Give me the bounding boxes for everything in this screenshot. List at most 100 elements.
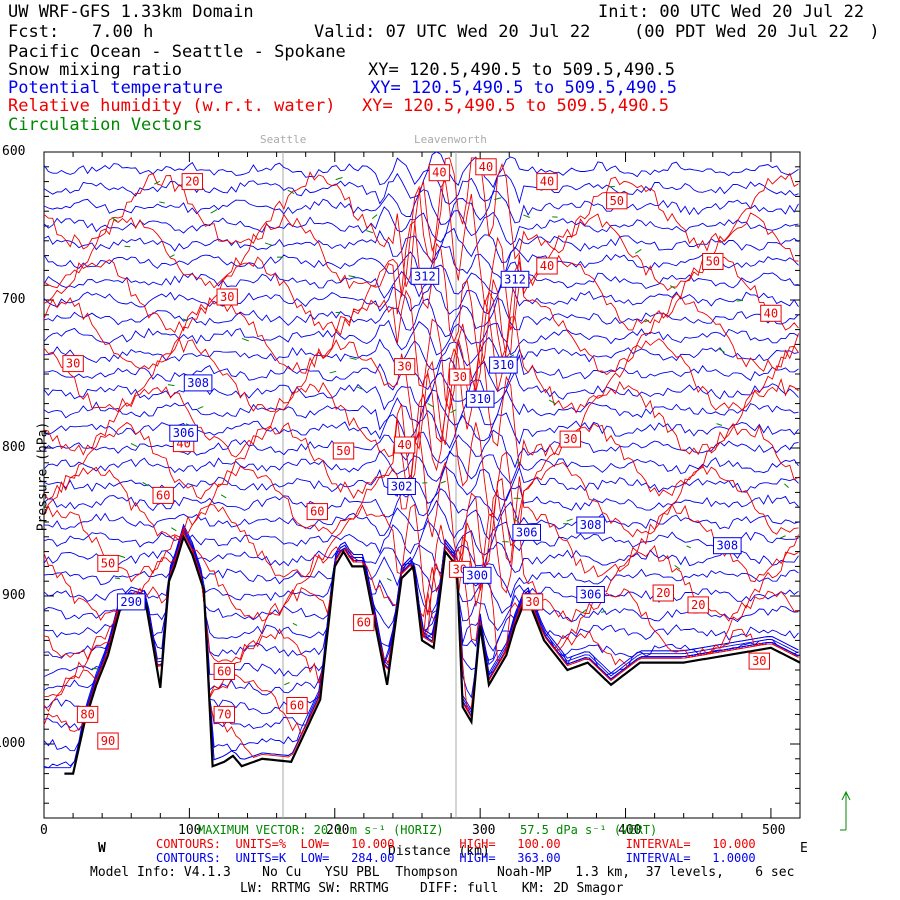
circulation-vector <box>349 357 357 360</box>
place-leavenworth: Leavenworth <box>414 133 487 146</box>
y-tick-800: 800 <box>2 440 26 455</box>
theta-contour <box>44 499 799 541</box>
rh-contour-label-box <box>97 554 119 572</box>
model-info-physics: LW: RRTMG SW: RRTMG DIFF: full KM: 2D Sm… <box>240 881 624 896</box>
x-axis-label: Distance (km) <box>388 844 490 859</box>
rh-contour-label-box <box>76 705 99 723</box>
theta-contour <box>43 227 799 264</box>
theta-contour-label-box <box>500 270 530 288</box>
rh-contour-label-box <box>536 257 558 275</box>
rh-contour-label: 30 <box>525 595 539 609</box>
circulation-vector <box>114 577 121 580</box>
circulation-vector <box>523 214 531 218</box>
theta-contour-label: 312 <box>504 272 526 286</box>
rh-contour-label-box <box>760 304 782 322</box>
circulation-vector <box>440 480 446 484</box>
y-tick-600: 600 <box>2 144 26 159</box>
circulation-vector <box>674 564 681 570</box>
theta-contour-label: 300 <box>466 568 488 582</box>
circulation-vector <box>784 483 789 488</box>
west-label: W <box>98 841 106 856</box>
rh-contour-label: 40 <box>764 306 778 320</box>
terrain-line <box>64 533 801 775</box>
field-theta-xy: XY= 120.5,490.5 to 509.5,490.5 <box>370 78 678 98</box>
circulation-vector <box>159 201 165 204</box>
rh-contour-label: 40 <box>479 160 493 174</box>
rh-contour-label: 40 <box>432 166 446 180</box>
rh-contour-label-box <box>428 164 451 182</box>
circulation-vector <box>210 209 218 214</box>
theta-contour <box>43 388 799 431</box>
max-vector-horiz: MAXIMUM VECTOR: 20.1 m s⁻¹ (HORIZ) <box>198 823 444 837</box>
rh-contour-label-box <box>702 253 724 270</box>
rh-contour-label: 50 <box>610 194 624 208</box>
rh-contour <box>43 299 799 450</box>
y-tick-700: 700 <box>2 292 26 307</box>
rh-contour-label: 30 <box>752 654 766 668</box>
rh-contour <box>43 220 799 368</box>
theta-contour-label: 310 <box>493 358 515 372</box>
y-tick-900: 900 <box>2 588 26 603</box>
circulation-vector <box>171 527 177 532</box>
east-label: E <box>800 841 808 856</box>
circulation-vector <box>581 609 587 614</box>
theta-contour <box>43 523 799 752</box>
field-rh-label: Relative humidity (w.r.t. water) <box>8 96 336 116</box>
theta-contour-label-box <box>576 516 605 534</box>
y-axis-label: Pressure (hPa) <box>35 421 51 532</box>
circulation-vector <box>348 275 356 278</box>
circulation-vector <box>220 494 227 499</box>
rh-contour-label-box <box>559 430 581 448</box>
rh-contour-label: 30 <box>453 370 467 384</box>
theta-contour <box>43 449 799 485</box>
field-theta-label: Potential temperature <box>8 78 223 98</box>
circulation-vector <box>241 337 249 342</box>
rh-contour-label: 30 <box>66 357 80 371</box>
rh-contour-label: 30 <box>397 360 411 374</box>
theta-contour-label: 308 <box>187 376 209 390</box>
rh-contour-label-box <box>306 503 329 521</box>
theta-contour <box>43 189 799 225</box>
theta-contour-label-box <box>489 356 518 374</box>
rh-contour-label: 60 <box>217 665 231 679</box>
circulation-vector <box>644 319 650 323</box>
circulation-vector <box>600 610 607 613</box>
circulation-vector <box>450 409 457 414</box>
x-tick-400: 400 <box>618 823 642 838</box>
theta-contour-label-box <box>116 593 146 611</box>
rh-contour-label: 40 <box>540 259 554 273</box>
rh-contour-label: 40 <box>540 175 554 189</box>
forecast-hour: 7.00 h <box>92 22 154 42</box>
theta-contour <box>43 297 799 338</box>
circulation-vector <box>117 554 126 559</box>
circulation-vector <box>669 285 676 290</box>
theta-contour-label: 312 <box>414 269 436 283</box>
field-rh-xy: XY= 120.5,490.5 to 509.5,490.5 <box>362 96 670 116</box>
rh-contour <box>43 429 799 569</box>
circulation-vector <box>335 177 343 181</box>
rh-contour-label: 60 <box>290 699 304 713</box>
circulation-vector <box>512 518 518 522</box>
theta-contour-label-box <box>465 390 495 408</box>
theta-contour <box>43 529 799 575</box>
theta-contour-label: 306 <box>580 588 602 602</box>
theta-contour-info: CONTOURS: UNITS=K LOW= 284.00 HIGH= 363.… <box>156 851 756 865</box>
rh-contour-label: 70 <box>217 707 231 721</box>
rh-contour-label: 50 <box>706 255 720 269</box>
rh-contour-label-box <box>606 192 628 210</box>
field-snow-label: Snow mixing ratio <box>8 60 182 80</box>
model-info: Model Info: V4.1.3 No Cu YSU PBL Thompso… <box>90 865 795 880</box>
circulation-vector <box>124 245 131 248</box>
theta-contour <box>43 336 799 372</box>
rh-contour-label-box <box>332 442 355 460</box>
x-tick-300: 300 <box>472 823 496 838</box>
valid-time: Valid: 07 UTC Wed 20 Jul 22 <box>314 22 591 42</box>
theta-contour-label-box <box>512 523 542 541</box>
circulation-vector <box>386 577 392 582</box>
rh-contour-label: 30 <box>563 432 577 446</box>
circulation-vector <box>780 535 786 539</box>
circulation-vector <box>366 230 374 234</box>
theta-contour-label-box <box>713 537 742 555</box>
x-tick-200: 200 <box>326 823 350 838</box>
theta-contour-label: 308 <box>580 518 602 532</box>
